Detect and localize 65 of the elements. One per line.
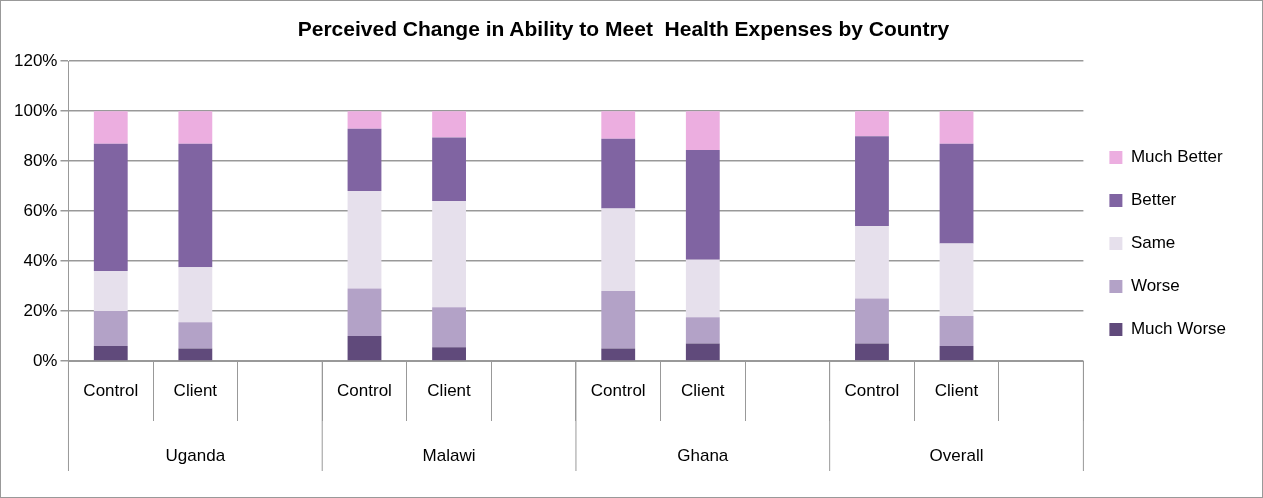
- bar: [685, 317, 720, 344]
- bar: [93, 143, 128, 272]
- y-tick-label: 120%: [14, 50, 58, 70]
- bar: [93, 311, 128, 347]
- bar: [347, 336, 382, 361]
- x-tick-label: Client: [173, 380, 218, 400]
- bar: [347, 128, 382, 192]
- bar: [939, 111, 974, 144]
- bar: [93, 271, 128, 312]
- x-tick-label: Client: [427, 380, 472, 400]
- bar: [93, 346, 128, 361]
- bar: [601, 291, 636, 349]
- bar: [178, 322, 213, 349]
- bar: [432, 307, 466, 348]
- y-tick-label: 100%: [14, 100, 58, 120]
- legend-label: Same: [1130, 233, 1176, 253]
- text: Ghana: [677, 445, 729, 465]
- bar: [855, 111, 889, 137]
- bar: [685, 111, 720, 150]
- bar: [939, 316, 974, 347]
- y-tick-label: 0%: [32, 350, 58, 370]
- bar: [855, 226, 889, 299]
- y-tick-label: 60%: [23, 200, 58, 220]
- legend-label: Worse: [1130, 276, 1180, 296]
- bar: [601, 208, 636, 292]
- legend-label: Better: [1130, 190, 1177, 210]
- bar: [939, 143, 974, 244]
- text: Uganda: [165, 445, 226, 465]
- x-tick-label: Client: [934, 380, 979, 400]
- bar: [93, 111, 128, 144]
- bar: [685, 259, 720, 318]
- bar: [685, 343, 720, 361]
- bar: [601, 348, 636, 361]
- bar: [855, 343, 889, 361]
- bar: [178, 267, 213, 323]
- x-tick-label: Control: [590, 380, 646, 400]
- y-tick-label: 40%: [23, 250, 58, 270]
- x-tick-label: Control: [337, 380, 392, 400]
- x-tick-label: Control: [844, 380, 900, 400]
- bar: [601, 138, 636, 209]
- legend-label: Much Better: [1130, 147, 1223, 167]
- x-tick-label: Control: [83, 380, 139, 400]
- bar: [178, 143, 213, 268]
- bar: [939, 346, 974, 361]
- y-tick-label: 20%: [23, 300, 58, 320]
- bar: [432, 201, 466, 308]
- bar: [432, 111, 466, 138]
- bar: [347, 288, 382, 337]
- text: Malawi: [422, 445, 476, 465]
- text: Overall: [929, 445, 984, 465]
- legend-label: Much Worse: [1130, 319, 1227, 339]
- bar: [178, 111, 213, 144]
- chart-title: Perceived Change in Ability to Meet Health Expenses by Country: [297, 17, 950, 41]
- bar: [855, 298, 889, 344]
- bar: [601, 111, 636, 139]
- bar: [685, 149, 720, 260]
- bar: [855, 136, 889, 227]
- bar: [347, 191, 382, 289]
- bar: [347, 111, 382, 129]
- bar: [178, 348, 213, 361]
- x-tick-label: Client: [681, 380, 725, 400]
- bar: [432, 347, 466, 361]
- y-tick-label: 80%: [23, 150, 58, 170]
- bar: [432, 137, 466, 202]
- bar: [939, 243, 974, 317]
